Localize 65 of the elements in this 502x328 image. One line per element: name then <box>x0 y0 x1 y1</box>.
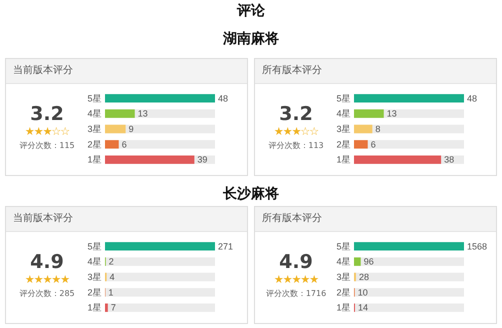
text: ★★★★★ <box>24 273 70 287</box>
data-label: 6 <box>370 139 376 150</box>
text: 评分次数：1716 <box>264 288 328 300</box>
y-tick-label: 5星 <box>336 93 350 104</box>
data-label: 38 <box>444 154 454 165</box>
data-label: 14 <box>358 302 368 313</box>
data-label: 48 <box>218 93 228 104</box>
bar <box>105 303 108 312</box>
bar <box>354 140 368 149</box>
data-label: 96 <box>364 256 374 267</box>
text: ★★★☆☆ <box>24 125 70 139</box>
chart-title: 当前版本评分 <box>6 59 247 84</box>
text: 评分次数：285 <box>18 288 76 300</box>
data-label: 4 <box>110 272 115 282</box>
y-tick-label: 5星 <box>87 241 102 252</box>
data-label: 10 <box>358 287 368 298</box>
y-tick-label: 1星 <box>336 154 350 165</box>
text: ★★★★★ <box>272 273 320 287</box>
y-tick-label: 1星 <box>336 302 350 313</box>
bar <box>105 140 119 149</box>
chart-title: 所有版本评分 <box>255 59 496 84</box>
y-tick-label: 5星 <box>87 93 102 104</box>
y-tick-label: 3星 <box>336 124 350 134</box>
y-tick-label: 3星 <box>87 124 102 134</box>
y-tick-label: 3星 <box>87 272 102 282</box>
y-tick-label: 3星 <box>336 272 350 282</box>
data-label: 13 <box>138 108 148 119</box>
data-label: 48 <box>467 93 478 104</box>
data-label: 8 <box>375 124 380 134</box>
data-label: 2 <box>108 256 114 267</box>
y-tick-label: 2星 <box>336 139 350 150</box>
data-label: 271 <box>218 241 234 252</box>
y-tick-label: 4星 <box>87 108 102 119</box>
data-label: 39 <box>197 154 208 165</box>
data-label: 6 <box>122 139 127 150</box>
data-label: 1 <box>108 287 114 298</box>
chart-title: 当前版本评分 <box>6 207 247 232</box>
data-label: 1568 <box>467 241 488 252</box>
text: 4.9 <box>29 251 65 273</box>
text: 3.2 <box>278 103 314 125</box>
y-tick-label: 2星 <box>87 139 102 150</box>
text: 3.2 <box>29 103 65 125</box>
y-tick-label: 5星 <box>336 241 350 252</box>
data-label: 7 <box>110 302 116 313</box>
text: ★★★☆☆ <box>272 125 320 139</box>
y-tick-label: 4星 <box>336 256 350 267</box>
y-tick-label: 4星 <box>87 256 102 267</box>
text: 评分次数：115 <box>18 140 76 152</box>
text: 评论 <box>236 2 266 20</box>
chart-title: 所有版本评分 <box>255 207 496 232</box>
y-tick-label: 1星 <box>87 302 102 313</box>
y-tick-label: 2星 <box>336 287 350 298</box>
data-label: 9 <box>128 124 134 134</box>
text: 湖南麻将 <box>222 30 280 48</box>
bar <box>105 124 126 134</box>
data-label: 28 <box>358 272 369 282</box>
y-tick-label: 2星 <box>87 287 102 298</box>
text: 评分次数：113 <box>267 140 325 152</box>
bar <box>354 124 372 134</box>
y-tick-label: 1星 <box>87 154 102 165</box>
bar <box>354 257 361 266</box>
y-tick-label: 4星 <box>336 108 350 119</box>
text: 长沙麻将 <box>222 185 280 203</box>
data-label: 13 <box>386 108 397 119</box>
text: 4.9 <box>278 251 314 273</box>
